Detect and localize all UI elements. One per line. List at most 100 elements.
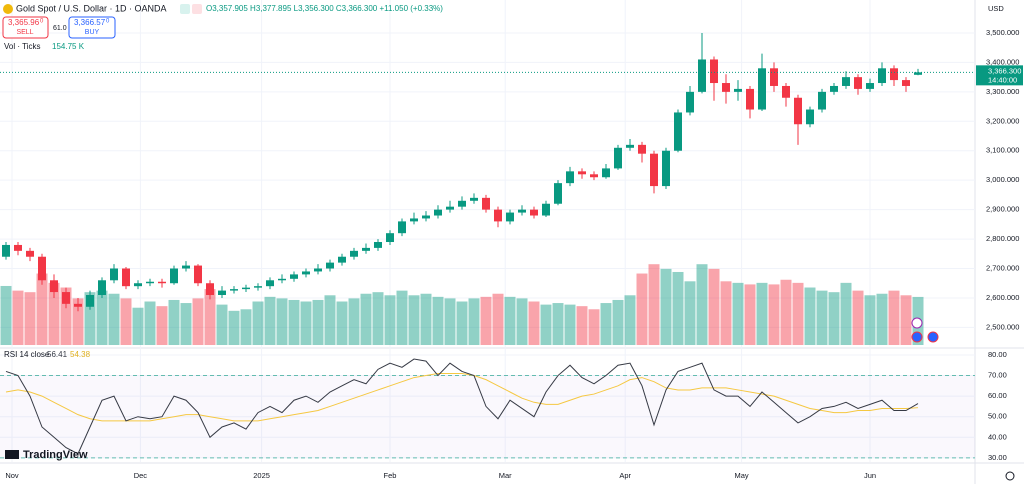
buy-pip: 0 — [106, 19, 110, 25]
candle-body — [170, 268, 178, 284]
grid — [0, 0, 975, 462]
candle-body — [302, 271, 310, 275]
buy-label: BUY — [85, 29, 100, 36]
symbol-icon — [3, 4, 13, 14]
volume-bar — [720, 281, 732, 345]
volume-bar — [60, 287, 72, 345]
rsi-tick-label: 80.00 — [988, 350, 1007, 359]
y-tick-label: 2,700.000 — [986, 263, 1019, 272]
marks — [0, 32, 975, 455]
candle-body — [518, 209, 526, 213]
candle-body — [890, 68, 898, 81]
candle-body — [494, 209, 502, 222]
buy-button[interactable] — [68, 16, 116, 39]
volume-bar — [48, 282, 60, 345]
volume-bar — [420, 293, 432, 345]
volume-bar — [0, 285, 12, 345]
candle-body — [2, 244, 10, 257]
volume-bar — [828, 292, 840, 345]
volume-bar — [300, 301, 312, 345]
volume-bar — [612, 299, 624, 345]
event-icon[interactable] — [911, 331, 923, 343]
volume-bar — [396, 290, 408, 345]
last-price-label: 3,366.300 — [988, 66, 1021, 75]
volume-bar — [852, 290, 864, 345]
candle-body — [806, 109, 814, 125]
volume-bar — [480, 296, 492, 345]
candle-body — [626, 144, 634, 148]
volume-bar — [780, 279, 792, 345]
sell-label: SELL — [16, 29, 33, 36]
candle-body — [386, 233, 394, 243]
candle-body — [74, 303, 82, 307]
volume-bar — [768, 284, 780, 345]
volume-bar — [264, 296, 276, 345]
event-icon[interactable] — [927, 331, 939, 343]
volume-bar — [552, 303, 564, 345]
volume-bar — [120, 298, 132, 345]
candle-body — [26, 250, 34, 257]
candle-body — [98, 280, 106, 296]
event-icon[interactable] — [911, 317, 923, 329]
candle-body — [38, 256, 46, 281]
y-tick-label: 3,500.000 — [986, 28, 1019, 37]
candle-body — [578, 171, 586, 175]
candle-body — [902, 80, 910, 86]
candle-body — [398, 221, 406, 234]
candle-body — [866, 83, 874, 89]
volume-bar — [588, 309, 600, 345]
x-tick-label: Apr — [619, 471, 631, 480]
x-tick-label: Nov — [5, 471, 19, 480]
rsi-title: RSI 14 close — [4, 350, 50, 359]
volume-bar — [888, 290, 900, 345]
volume-bar — [876, 293, 888, 345]
volume-bar — [312, 299, 324, 345]
sell-button[interactable] — [2, 16, 49, 39]
logo-text: TradingView — [23, 449, 88, 461]
status-icon[interactable] — [192, 4, 202, 14]
x-tick-label: May — [735, 471, 749, 480]
y-tick-label: 3,300.000 — [986, 87, 1019, 96]
volume-bar — [900, 295, 912, 345]
volume-bar — [408, 295, 420, 345]
candle-body — [842, 77, 850, 86]
y-tick-label: 3,200.000 — [986, 116, 1019, 125]
volume-value: 154.75 K — [52, 42, 85, 51]
volume-bar — [24, 292, 36, 345]
y-tick-label: 2,500.000 — [986, 322, 1019, 331]
candle-body — [614, 147, 622, 169]
candle-body — [638, 144, 646, 154]
volume-bar — [708, 268, 720, 345]
candle-body — [182, 265, 190, 269]
candle-body — [710, 59, 718, 84]
volume-bar — [96, 290, 108, 345]
volume-bar — [252, 301, 264, 345]
volume-bar — [816, 290, 828, 345]
volume-bar — [864, 295, 876, 345]
volume-bar — [540, 304, 552, 345]
candle-body — [446, 206, 454, 210]
candle-body — [758, 68, 766, 110]
volume-bar — [132, 307, 144, 345]
rsi-ma-value: 54.38 — [70, 350, 91, 359]
candle-body — [350, 250, 358, 257]
candle-body — [434, 209, 442, 216]
candle-body — [482, 197, 490, 210]
volume-bar — [156, 306, 168, 345]
candle-body — [794, 97, 802, 125]
currency: USD — [988, 4, 1004, 13]
candle-body — [230, 289, 238, 291]
status-icon[interactable] — [180, 4, 190, 14]
volume-bar — [36, 273, 48, 345]
volume-bar — [360, 293, 372, 345]
volume-bar — [72, 298, 84, 345]
rsi-band — [0, 375, 975, 458]
volume-bar — [600, 303, 612, 345]
rsi-tick-label: 70.00 — [988, 371, 1007, 380]
volume-bar — [204, 289, 216, 345]
volume-bar — [456, 301, 468, 345]
candle-body — [314, 268, 322, 272]
settings-icon[interactable] — [1005, 471, 1015, 481]
candle-body — [374, 242, 382, 248]
sell-price: 3,365.96 — [8, 18, 40, 27]
